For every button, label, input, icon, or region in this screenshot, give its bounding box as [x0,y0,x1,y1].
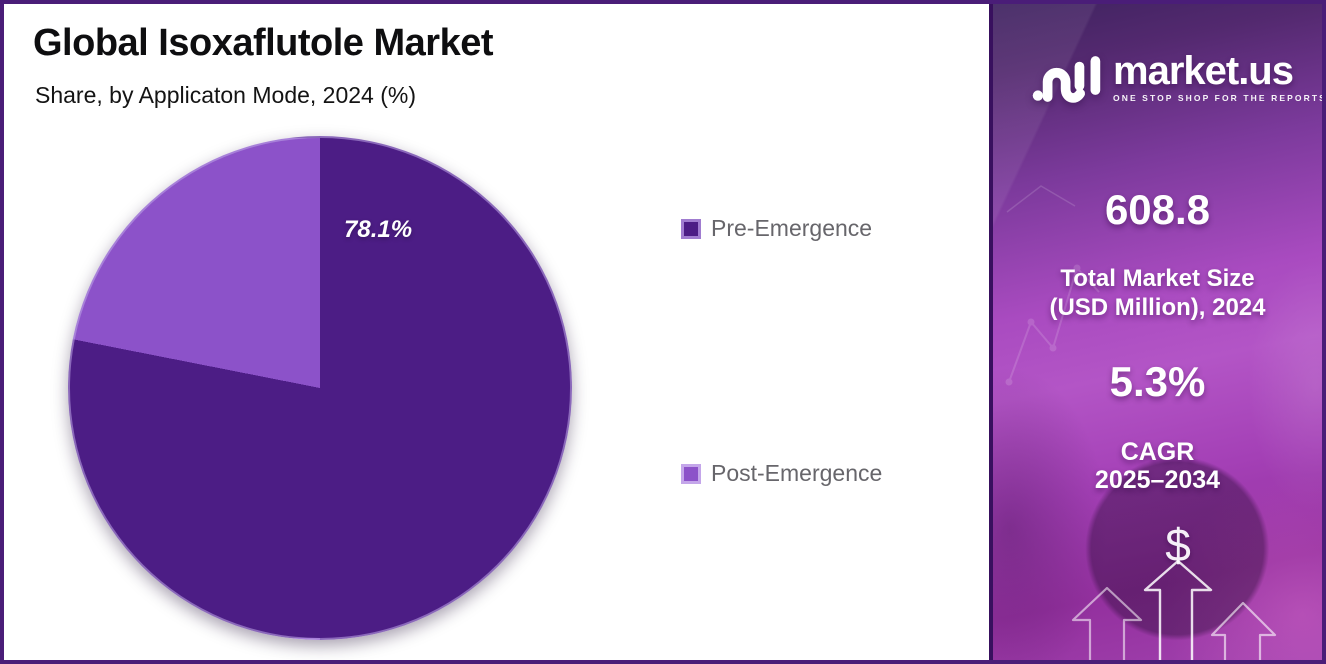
brand-sidebar: market.us ONE STOP SHOP FOR THE REPORTS … [989,4,1322,660]
legend-swatch-post-emergence [681,463,701,484]
legend-label-pre-emergence: Pre-Emergence [711,215,873,241]
stat-market-size-value: 608.8 [1104,186,1211,233]
pie-slice-label: 78.1% [344,216,413,243]
stat-cagr-label-line2: 2025–2034 [1094,466,1221,494]
chart-title: Global Isoxaflutole Market [33,22,494,64]
brand-name: market.us [1113,49,1294,93]
stat-cagr-value: 5.3% [1109,358,1206,405]
stat-cagr-label: CAGR 2025–2034 [993,438,1322,494]
growth-arrows [1071,559,1277,660]
stat-cagr-label-line1: CAGR [1120,438,1195,466]
chart-subtitle: Share, by Applicaton Mode, 2024 (%) [35,82,417,108]
brand-text-block: market.us ONE STOP SHOP FOR THE REPORTS [1113,48,1322,103]
pie-chart [68,136,572,640]
legend-item-post-emergence: Post-Emergence [681,460,882,487]
stat-market-size-label-line2: (USD Million), 2024 [1049,294,1266,321]
market-us-logo-icon [1032,56,1101,103]
legend-label-post-emergence: Post-Emergence [711,460,883,486]
legend-swatch-pre-emergence [681,218,701,239]
chart-panel: Global Isoxaflutole Market Share, by App… [4,4,989,660]
stat-market-size-label: Total Market Size (USD Million), 2024 [993,264,1322,322]
brand-tagline: ONE STOP SHOP FOR THE REPORTS [1113,93,1322,103]
background-line-chart-doodle [1005,185,1100,386]
stat-market-size-label-line1: Total Market Size [1060,265,1255,292]
legend-item-pre-emergence: Pre-Emergence [681,215,872,242]
brand-logo: market.us ONE STOP SHOP FOR THE REPORTS [1031,48,1322,110]
